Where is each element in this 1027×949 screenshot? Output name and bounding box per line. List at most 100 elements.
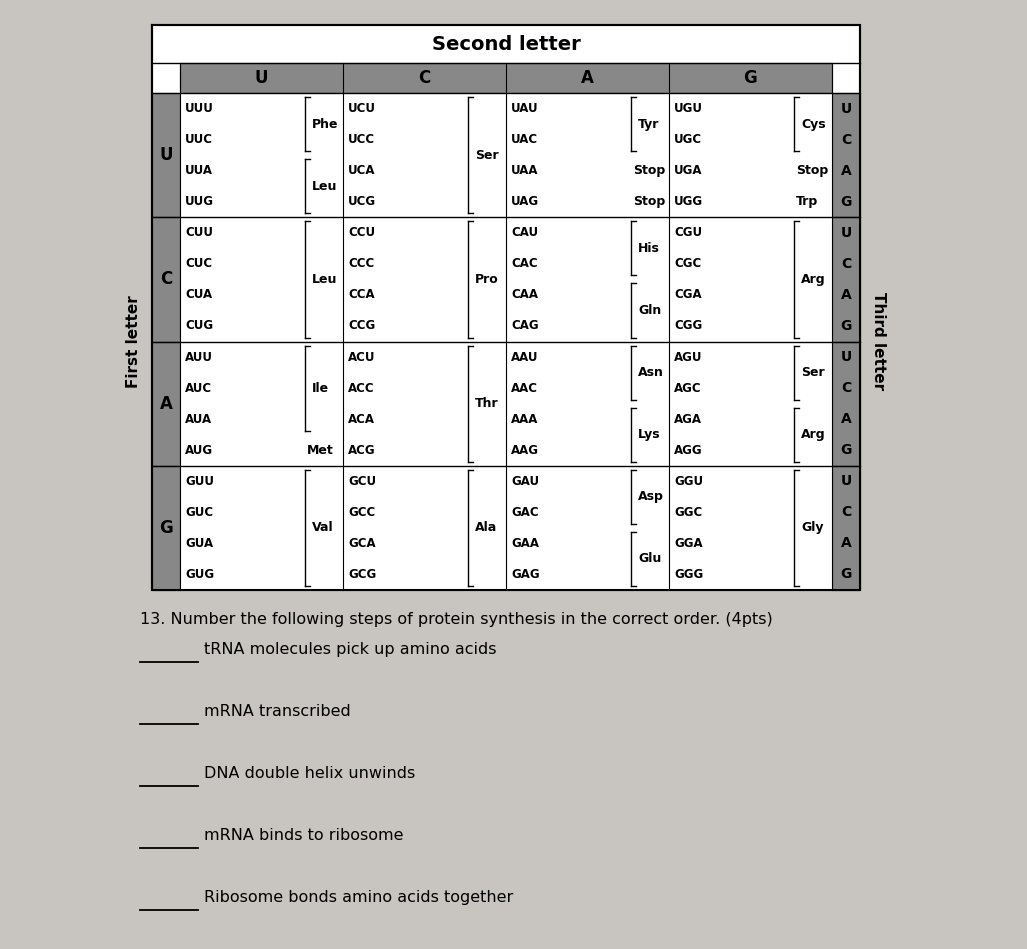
Text: UGA: UGA — [674, 164, 702, 177]
Text: mRNA transcribed: mRNA transcribed — [204, 704, 351, 719]
Text: Phe: Phe — [312, 118, 339, 131]
Text: AUC: AUC — [185, 381, 213, 395]
Text: C: C — [841, 133, 851, 146]
Bar — [152, 217, 180, 342]
Text: Ribosome bonds amino acids together: Ribosome bonds amino acids together — [204, 890, 514, 905]
Text: ACC: ACC — [348, 381, 375, 395]
Text: Arg: Arg — [801, 428, 826, 441]
Text: Trp: Trp — [796, 195, 819, 208]
Text: AGG: AGG — [674, 444, 702, 456]
Text: Leu: Leu — [312, 273, 338, 286]
Text: UUG: UUG — [185, 195, 214, 208]
Text: UGG: UGG — [674, 195, 703, 208]
Bar — [152, 342, 180, 466]
Text: Ile: Ile — [312, 381, 329, 395]
Bar — [832, 93, 860, 217]
Text: GGC: GGC — [674, 506, 702, 519]
Text: G: G — [840, 443, 851, 457]
Text: CCA: CCA — [348, 288, 375, 302]
Text: C: C — [841, 381, 851, 395]
Text: CAA: CAA — [511, 288, 538, 302]
Text: GAA: GAA — [511, 537, 539, 549]
Text: Leu: Leu — [312, 179, 338, 193]
Text: Glu: Glu — [638, 552, 661, 566]
Text: Third letter: Third letter — [871, 292, 885, 391]
Text: UAC: UAC — [511, 133, 538, 146]
Text: Lys: Lys — [638, 428, 660, 441]
Text: C: C — [160, 270, 173, 288]
Text: U: U — [840, 474, 851, 489]
Text: GAC: GAC — [511, 506, 538, 519]
Bar — [506, 342, 669, 466]
Bar — [180, 466, 343, 590]
Bar — [343, 342, 506, 466]
Text: CCU: CCU — [348, 226, 375, 239]
Text: GAG: GAG — [511, 568, 539, 581]
Text: mRNA binds to ribosome: mRNA binds to ribosome — [204, 828, 404, 843]
Text: GGG: GGG — [674, 568, 703, 581]
Bar — [180, 217, 343, 342]
Text: C: C — [841, 506, 851, 519]
Text: C: C — [418, 69, 430, 87]
Text: A: A — [841, 163, 851, 177]
Text: Asp: Asp — [638, 491, 663, 503]
Text: His: His — [638, 242, 660, 255]
Text: CUU: CUU — [185, 226, 213, 239]
Text: AGU: AGU — [674, 350, 702, 363]
Text: GUU: GUU — [185, 474, 214, 488]
Text: CAU: CAU — [511, 226, 538, 239]
Text: Gly: Gly — [801, 521, 824, 534]
Bar — [506, 93, 669, 217]
Bar — [343, 466, 506, 590]
Text: UGC: UGC — [674, 133, 702, 146]
Text: GGA: GGA — [674, 537, 702, 549]
Text: Ser: Ser — [476, 149, 499, 161]
Text: AAC: AAC — [511, 381, 538, 395]
Bar — [180, 93, 343, 217]
Text: GCC: GCC — [348, 506, 375, 519]
Text: G: G — [744, 69, 757, 87]
Text: UAA: UAA — [511, 164, 538, 177]
Text: AUA: AUA — [185, 413, 213, 426]
Bar — [832, 217, 860, 342]
Text: UCC: UCC — [348, 133, 375, 146]
Bar — [669, 342, 832, 466]
Text: tRNA molecules pick up amino acids: tRNA molecules pick up amino acids — [204, 642, 496, 657]
Bar — [669, 466, 832, 590]
Text: Pro: Pro — [476, 273, 499, 286]
Text: U: U — [255, 69, 268, 87]
Text: Stop: Stop — [633, 195, 665, 208]
Text: AUU: AUU — [185, 350, 213, 363]
Text: A: A — [159, 395, 173, 413]
Text: CCG: CCG — [348, 320, 375, 332]
Text: U: U — [840, 226, 851, 240]
Text: A: A — [841, 536, 851, 550]
Text: Cys: Cys — [801, 118, 826, 131]
Text: First letter: First letter — [126, 295, 142, 388]
Bar — [180, 63, 832, 93]
Text: UAU: UAU — [511, 102, 538, 115]
Text: GCG: GCG — [348, 568, 376, 581]
Bar — [152, 93, 180, 217]
Text: UCU: UCU — [348, 102, 376, 115]
Text: Stop: Stop — [633, 164, 665, 177]
Text: Ser: Ser — [801, 366, 825, 379]
Text: UCG: UCG — [348, 195, 376, 208]
Text: ACA: ACA — [348, 413, 375, 426]
Text: GUA: GUA — [185, 537, 214, 549]
Text: AGC: AGC — [674, 381, 701, 395]
Text: Met: Met — [307, 444, 334, 456]
Text: GGU: GGU — [674, 474, 703, 488]
Text: GCA: GCA — [348, 537, 376, 549]
Text: CUG: CUG — [185, 320, 214, 332]
Text: Tyr: Tyr — [638, 118, 659, 131]
Bar — [343, 93, 506, 217]
Text: UUC: UUC — [185, 133, 213, 146]
Text: AAU: AAU — [511, 350, 538, 363]
Text: A: A — [841, 412, 851, 426]
Text: U: U — [840, 350, 851, 364]
Text: A: A — [581, 69, 594, 87]
Text: AGA: AGA — [674, 413, 702, 426]
Text: CUC: CUC — [185, 257, 213, 270]
Text: C: C — [841, 257, 851, 270]
